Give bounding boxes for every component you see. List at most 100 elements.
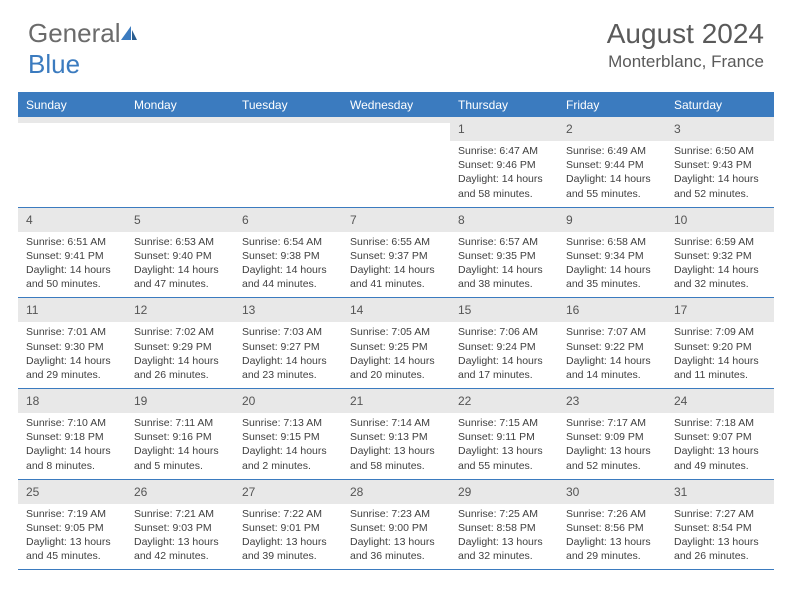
day-cell: 6 Sunrise: 6:54 AMSunset: 9:38 PMDaylight… [234,208,342,298]
title-block: August 2024 Monterblanc, France [607,18,764,72]
weekday-header: Monday [126,94,234,117]
day-cell: 17Sunrise: 7:09 AMSunset: 9:20 PMDayligh… [666,298,774,388]
header: GeneralBlue August 2024 Monterblanc, Fra… [0,0,792,88]
day-info: Sunrise: 7:18 AMSunset: 9:07 PMDaylight:… [666,413,774,479]
day-number: 5 [134,213,141,227]
day-cell [126,117,234,207]
daylight-line: Daylight: 13 hours and 26 minutes. [674,535,766,563]
day-number-row: 1 [450,117,558,141]
sunset-line: Sunset: 9:18 PM [26,430,118,444]
day-number: 6 [242,213,249,227]
daylight-line: Daylight: 13 hours and 55 minutes. [458,444,550,472]
day-number: 17 [674,303,687,317]
day-number: 26 [134,485,147,499]
sunset-line: Sunset: 9:25 PM [350,340,442,354]
day-info: Sunrise: 6:54 AMSunset: 9:38 PMDaylight:… [234,232,342,298]
weekday-header: Sunday [18,94,126,117]
day-info: Sunrise: 6:53 AMSunset: 9:40 PMDaylight:… [126,232,234,298]
sunrise-line: Sunrise: 6:49 AM [566,144,658,158]
sunrise-line: Sunrise: 6:58 AM [566,235,658,249]
day-info: Sunrise: 7:25 AMSunset: 8:58 PMDaylight:… [450,504,558,570]
daylight-line: Daylight: 13 hours and 58 minutes. [350,444,442,472]
daylight-line: Daylight: 14 hours and 26 minutes. [134,354,226,382]
daylight-line: Daylight: 14 hours and 58 minutes. [458,172,550,200]
sunset-line: Sunset: 9:27 PM [242,340,334,354]
sunrise-line: Sunrise: 7:09 AM [674,325,766,339]
sunset-line: Sunset: 9:13 PM [350,430,442,444]
day-number: 24 [674,394,687,408]
week-row: 18 Sunrise: 7:10 AMSunset: 9:18 PM Dayligh… [18,389,774,480]
sunrise-line: Sunrise: 7:10 AM [26,416,118,430]
day-number: 13 [242,303,255,317]
day-number: 16 [566,303,579,317]
daylight-line: Daylight: 14 hours and 11 minutes. [674,354,766,382]
week-row: 25Sunrise: 7:19 AMSunset: 9:05 PMDayligh… [18,480,774,571]
day-number: 14 [350,303,363,317]
sunset-line: Sunset: 9:30 PM [26,340,118,354]
day-info: Sunrise: 7:26 AMSunset: 8:56 PMDaylight:… [558,504,666,570]
daylight-line: Daylight: 14 hours and 35 minutes. [566,263,658,291]
daylight-line: Daylight: 14 hours and 14 minutes. [566,354,658,382]
sunset-line: Sunset: 8:54 PM [674,521,766,535]
sunrise-line: Sunrise: 7:07 AM [566,325,658,339]
day-cell: 27Sunrise: 7:22 AMSunset: 9:01 PMDayligh… [234,480,342,570]
day-info: Sunrise: 6:50 AMSunset: 9:43 PMDaylight:… [666,141,774,207]
day-number-row [18,117,126,123]
sunset-line: Sunset: 9:32 PM [674,249,766,263]
day-number-row: 17 [666,298,774,322]
logo-blue: Blue [28,49,80,79]
day-cell: 24 Sunrise: 7:18 AMSunset: 9:07 PMDayligh… [666,389,774,479]
sunrise-line: Sunrise: 7:01 AM [26,325,118,339]
day-number: 28 [350,485,363,499]
day-number: 3 [674,122,681,136]
day-cell: 22Sunrise: 7:15 AMSunset: 9:11 PMDayligh… [450,389,558,479]
day-cell: 4Sunrise: 6:51 AMSunset: 9:41 PMDaylight… [18,208,126,298]
sunrise-line: Sunrise: 7:22 AM [242,507,334,521]
sunrise-line: Sunrise: 7:13 AM [242,416,334,430]
sunrise-line: Sunrise: 7:21 AM [134,507,226,521]
day-cell: 28Sunrise: 7:23 AMSunset: 9:00 PMDayligh… [342,480,450,570]
day-number: 4 [26,213,33,227]
day-number: 20 [242,394,255,408]
day-info: Sunrise: 7:19 AMSunset: 9:05 PMDaylight:… [18,504,126,570]
day-info: Sunrise: 6:58 AMSunset: 9:34 PMDaylight:… [558,232,666,298]
day-number: 18 [26,394,39,408]
sunrise-line: Sunrise: 7:14 AM [350,416,442,430]
daylight-line: Daylight: 13 hours and 39 minutes. [242,535,334,563]
day-number: 29 [458,485,471,499]
weekday-header: Saturday [666,94,774,117]
logo: GeneralBlue [28,18,139,80]
day-number-row: 10 [666,208,774,232]
sunset-line: Sunset: 9:44 PM [566,158,658,172]
sunrise-line: Sunrise: 7:05 AM [350,325,442,339]
sunset-line: Sunset: 9:00 PM [350,521,442,535]
day-number: 12 [134,303,147,317]
day-info: Sunrise: 7:06 AMSunset: 9:24 PMDaylight:… [450,322,558,388]
sunset-line: Sunset: 9:15 PM [242,430,334,444]
sunrise-line: Sunrise: 6:59 AM [674,235,766,249]
day-number-row: 23 [558,389,666,413]
day-info: Sunrise: 7:03 AMSunset: 9:27 PMDaylight:… [234,322,342,388]
day-cell: 21 Sunrise: 7:14 AMSunset: 9:13 PMDayligh… [342,389,450,479]
day-cell: 11Sunrise: 7:01 AMSunset: 9:30 PMDayligh… [18,298,126,388]
day-number-row: 18 [18,389,126,413]
daylight-line: Daylight: 14 hours and 17 minutes. [458,354,550,382]
week-row: 1Sunrise: 6:47 AMSunset: 9:46 PMDaylight… [18,117,774,208]
sunrise-line: Sunrise: 7:11 AM [134,416,226,430]
day-info: Sunrise: 7:21 AMSunset: 9:03 PMDaylight:… [126,504,234,570]
day-number: 2 [566,122,573,136]
day-number-row [342,117,450,123]
day-number-row [126,117,234,123]
daylight-line: Daylight: 14 hours and 23 minutes. [242,354,334,382]
day-number-row: 9 [558,208,666,232]
day-cell: 29 Sunrise: 7:25 AMSunset: 8:58 PMDayligh… [450,480,558,570]
day-cell: 18Sunrise: 7:10 AMSunset: 9:18 PMDayligh… [18,389,126,479]
day-number: 21 [350,394,363,408]
day-number-row: 5 [126,208,234,232]
day-info: Sunrise: 6:55 AMSunset: 9:37 PMDaylight:… [342,232,450,298]
logo-text: GeneralBlue [28,18,139,80]
day-number-row: 12 [126,298,234,322]
sunrise-line: Sunrise: 7:26 AM [566,507,658,521]
daylight-line: Daylight: 13 hours and 49 minutes. [674,444,766,472]
day-info: Sunrise: 7:15 AMSunset: 9:11 PMDaylight:… [450,413,558,479]
